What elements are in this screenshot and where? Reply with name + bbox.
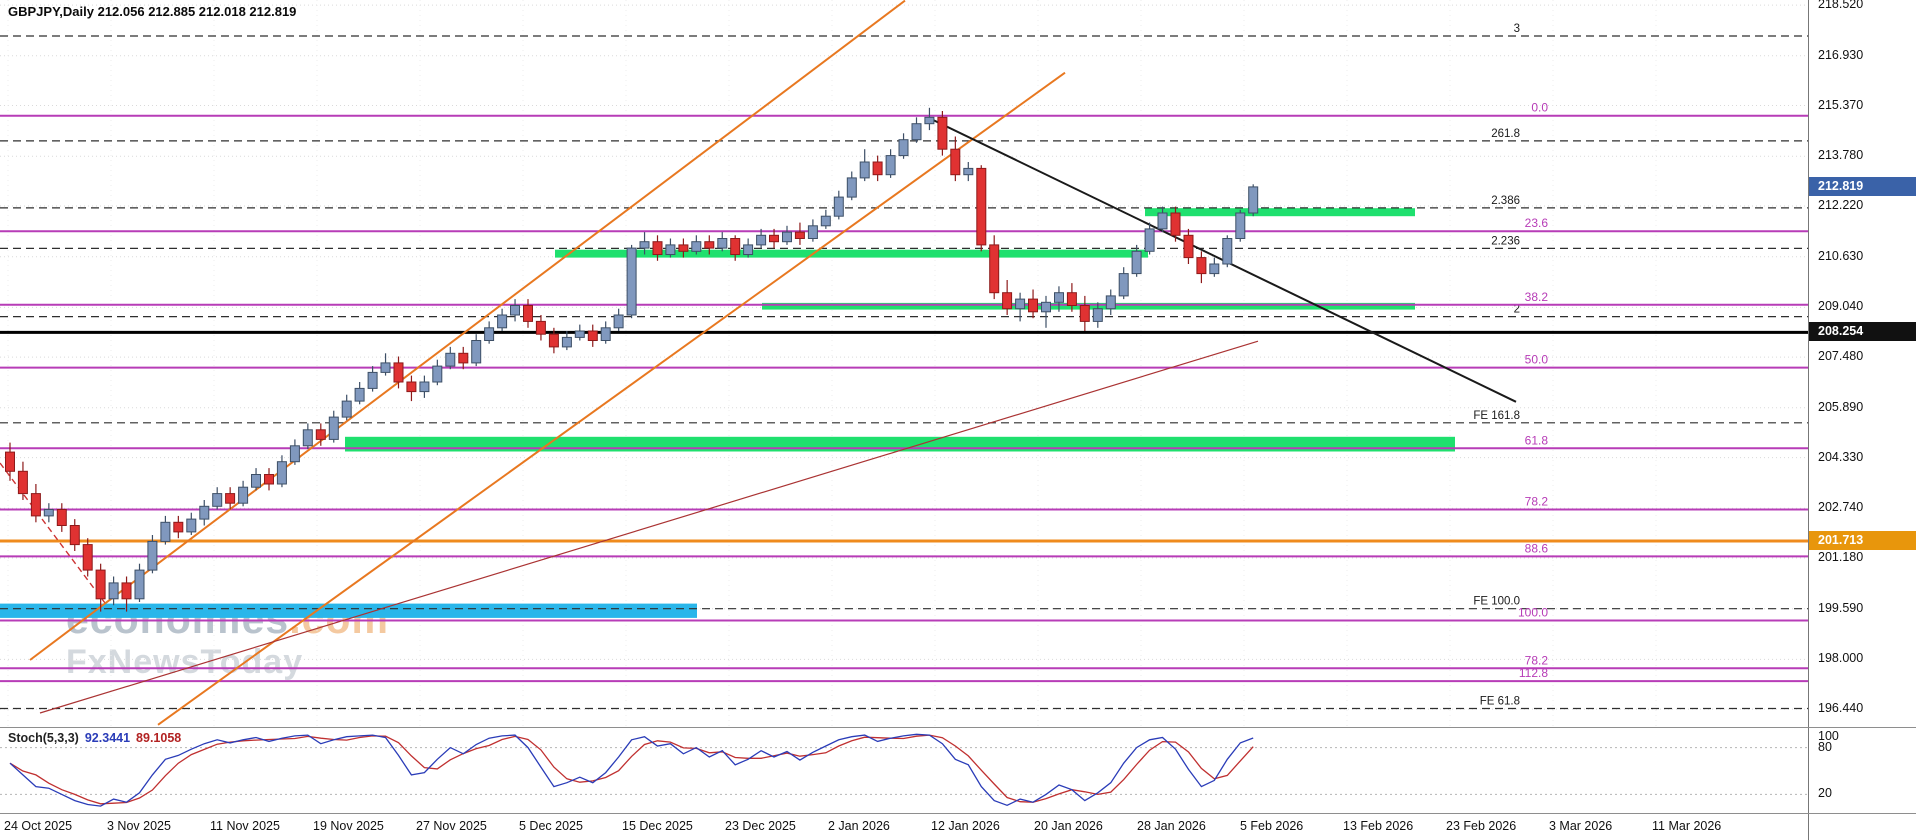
- price-axis-label: 196.440: [1818, 701, 1864, 716]
- date-label: 23 Dec 2025: [725, 819, 796, 833]
- svg-text:112.8: 112.8: [1519, 666, 1548, 680]
- price-axis-label: 205.890: [1818, 399, 1864, 414]
- date-label: 5 Dec 2025: [519, 819, 583, 833]
- svg-text:FE 161.8: FE 161.8: [1473, 410, 1520, 422]
- date-label: 27 Nov 2025: [416, 819, 487, 833]
- price-axis-label: 204.330: [1818, 449, 1864, 464]
- svg-text:2.386: 2.386: [1491, 195, 1520, 207]
- date-label: 5 Feb 2026: [1240, 819, 1304, 833]
- date-axis[interactable]: 24 Oct 2025 3 Nov 2025 11 Nov 2025 19 Nov 2…: [0, 814, 1808, 840]
- price-axis-label: 202.740: [1818, 500, 1864, 515]
- price-axis-label: 216.930: [1818, 47, 1864, 62]
- svg-text:FE 100.0: FE 100.0: [1473, 596, 1520, 608]
- panel-separator-top[interactable]: [0, 727, 1916, 728]
- price-axis-label: 199.590: [1818, 600, 1864, 615]
- stoch-axis-label: 80: [1818, 739, 1832, 754]
- stoch-label: Stoch(5,3,3) 92.3441 89.1058: [8, 731, 181, 745]
- stoch-axis-label: 20: [1818, 786, 1832, 801]
- svg-text:50.0: 50.0: [1525, 353, 1549, 367]
- svg-text:23.6: 23.6: [1525, 216, 1549, 230]
- svg-text:78.2: 78.2: [1525, 653, 1549, 667]
- price-axis[interactable]: 218.520 216.930 215.370 213.780 212.220 210.6…: [1808, 0, 1916, 840]
- price-badge: 208.254: [1809, 322, 1916, 342]
- date-label: 19 Nov 2025: [313, 819, 384, 833]
- date-label: 2 Jan 2026: [828, 819, 890, 833]
- price-axis-label: 209.040: [1818, 299, 1864, 314]
- stoch-panel-canvas[interactable]: Stoch(5,3,3) 92.3441 89.1058: [0, 728, 1808, 813]
- main-chart-canvas[interactable]: economies.com FxNewsToday 3 261.8 2.386 2.2…: [0, 0, 1808, 727]
- price-axis-label: 218.520: [1818, 0, 1864, 12]
- svg-text:FE 61.8: FE 61.8: [1480, 696, 1520, 708]
- svg-text:2.236: 2.236: [1491, 235, 1520, 247]
- price-axis-label: 201.180: [1818, 550, 1864, 564]
- stoch-indicator-name: Stoch(5,3,3): [8, 731, 79, 745]
- stochastic-svg: [0, 733, 1808, 807]
- stoch-value-main: 92.3441: [84, 731, 131, 745]
- svg-text:0.0: 0.0: [1531, 101, 1548, 115]
- date-label: 24 Oct 2025: [4, 819, 73, 833]
- chart-title: GBPJPY,Daily 212.056 212.885 212.018 212…: [8, 4, 297, 19]
- panel-separator-bottom[interactable]: [0, 813, 1916, 814]
- svg-text:61.8: 61.8: [1525, 433, 1549, 447]
- date-label: 20 Jan 2026: [1034, 819, 1103, 833]
- date-label: 3 Nov 2025: [107, 819, 171, 833]
- date-label: 13 Feb 2026: [1343, 819, 1414, 833]
- price-axis-label: 215.370: [1818, 97, 1864, 112]
- price-badge: 201.713: [1809, 531, 1916, 550]
- stoch-value-signal: 89.1058: [136, 731, 182, 745]
- svg-text:3: 3: [1514, 23, 1520, 35]
- price-axis-label: 198.000: [1818, 651, 1864, 666]
- stoch-axis-label: 100: [1818, 729, 1839, 743]
- svg-text:78.2: 78.2: [1525, 495, 1549, 509]
- svg-text:100.0: 100.0: [1518, 606, 1548, 620]
- svg-text:88.6: 88.6: [1525, 541, 1549, 555]
- price-axis-label: 213.780: [1818, 148, 1864, 163]
- date-label: 15 Dec 2025: [622, 819, 693, 833]
- svg-text:261.8: 261.8: [1491, 128, 1520, 140]
- date-label: 11 Nov 2025: [210, 819, 280, 833]
- price-axis-label: 212.220: [1818, 198, 1864, 212]
- date-label: 12 Jan 2026: [931, 819, 1000, 833]
- date-label: 23 Feb 2026: [1446, 819, 1517, 833]
- price-chart-svg: 3 261.8 2.386 2.236 2 FE 161.8 FE 100.0 FE 61.8…: [0, 0, 1808, 727]
- date-label: 3 Mar 2026: [1549, 819, 1613, 833]
- svg-text:38.2: 38.2: [1525, 290, 1549, 304]
- price-axis-label: 207.480: [1818, 349, 1864, 364]
- price-axis-label: 210.630: [1818, 248, 1864, 263]
- date-label: 28 Jan 2026: [1137, 819, 1206, 833]
- svg-text:2: 2: [1514, 304, 1520, 316]
- price-badge: 212.819: [1809, 176, 1916, 196]
- date-label: 11 Mar 2026: [1652, 819, 1722, 833]
